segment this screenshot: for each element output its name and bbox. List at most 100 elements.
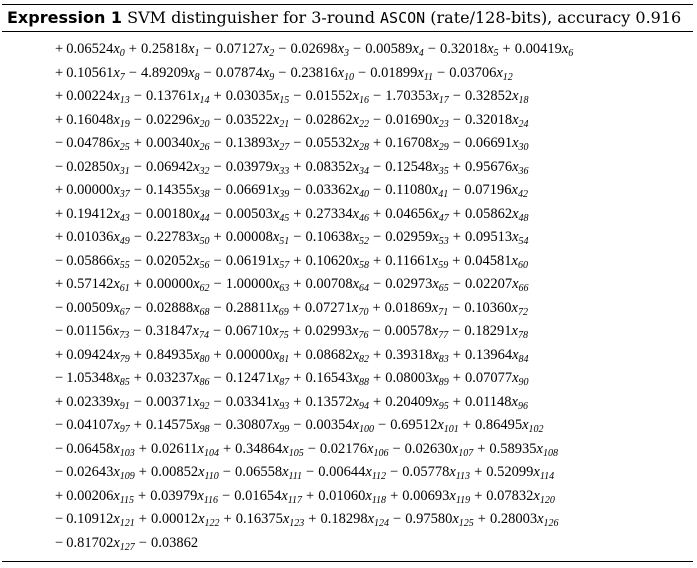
term-variable: x	[352, 205, 359, 222]
term-variable-index: 37	[119, 189, 130, 200]
term-variable: x	[197, 440, 204, 457]
term-variable-index: 55	[119, 259, 130, 271]
term-coefficient: 0.06458	[66, 440, 114, 457]
term-sign: −	[213, 370, 222, 386]
term-coefficient: 0.20409	[385, 393, 433, 410]
term-coefficient: 0.08003	[385, 370, 433, 386]
term-sign: −	[278, 41, 287, 57]
term-variable-index: 17	[438, 95, 449, 106]
term-variable-index: 0	[119, 48, 125, 59]
expression-line: −0.00509x67−0.02888x68−0.28811x69 +0.0727…	[55, 297, 697, 321]
term-variable: x	[431, 323, 439, 339]
term-variable: x	[193, 417, 200, 433]
term-variable: x	[561, 41, 569, 57]
term-coefficient: 0.10638	[305, 229, 353, 245]
term-coefficient: 0.02339	[66, 393, 114, 410]
term-variable: x	[337, 41, 344, 57]
expression-line: −0.10912x121 +0.00012x122 +0.16375x123 +0.1…	[55, 508, 697, 532]
term-variable: x	[113, 370, 120, 386]
term-coefficient: 0.02862	[305, 111, 353, 128]
term-sign: −	[133, 299, 142, 316]
term-variable-index: 38	[199, 189, 210, 200]
term-coefficient: 0.00509	[66, 299, 114, 316]
term-variable: x	[193, 299, 200, 316]
term-variable: x	[193, 88, 200, 104]
term-sign: +	[292, 299, 301, 316]
term-coefficient: 0.06524	[66, 41, 114, 57]
term-variable-index: 11	[423, 71, 434, 83]
term-variable-index: 72	[517, 306, 528, 318]
term-coefficient: 0.01690	[385, 111, 433, 128]
term-sign: +	[213, 88, 222, 104]
term-variable-index: 64	[359, 283, 369, 294]
term-variable: x	[337, 64, 344, 81]
term-coefficient: 0.13572	[305, 393, 353, 410]
term-variable-index: 48	[518, 212, 529, 224]
term-variable: x	[431, 252, 439, 269]
term-variable-index: 126	[543, 518, 559, 529]
term-variable-index: 74	[198, 330, 209, 341]
term-variable-index: 81	[279, 353, 290, 365]
term-sign: −	[293, 88, 302, 104]
term-variable-index: 34	[359, 165, 369, 177]
term-variable-index: 65	[438, 283, 449, 294]
term-coefficient: 0.00206	[66, 487, 114, 504]
term-variable-index: 92	[199, 400, 210, 412]
term-variable-index: 45	[279, 212, 290, 224]
term-coefficient: 0.08352	[305, 158, 353, 175]
term-sign: −	[353, 41, 362, 57]
expression-line: −0.01156x73−0.31847x74−0.06710x75 +0.0299…	[55, 320, 697, 344]
term-sign: −	[128, 64, 137, 81]
term-coefficient: 0.32018	[464, 111, 513, 128]
term-variable-index: 46	[359, 212, 369, 224]
term-variable: x	[281, 487, 288, 504]
term-coefficient: 0.07271	[304, 299, 353, 316]
term-coefficient: 0.95676	[464, 158, 513, 175]
term-variable-index: 89	[438, 377, 449, 388]
term-sign: +	[55, 346, 64, 363]
term-variable-index: 30	[518, 142, 529, 153]
term-sign: −	[452, 88, 461, 104]
term-sign: −	[278, 64, 287, 81]
term-coefficient: 0.06191	[225, 252, 273, 269]
term-variable-index: 25	[119, 142, 130, 153]
term-variable-index: 13	[119, 95, 130, 106]
term-sign: +	[213, 346, 222, 363]
term-variable-index: 79	[119, 353, 130, 365]
term-variable-index: 120	[539, 494, 555, 506]
term-variable: x	[352, 393, 359, 410]
term-coefficient: 0.34864	[235, 440, 283, 457]
term-variable-index: 114	[539, 471, 555, 482]
term-variable: x	[432, 135, 439, 151]
term-coefficient: 0.00419	[514, 41, 562, 57]
term-variable: x	[512, 370, 519, 386]
term-variable-index: 76	[358, 330, 369, 341]
term-variable: x	[193, 182, 200, 198]
expression-line: +0.10561x7−4.89209x8−0.07874x9−0.23816x1…	[55, 62, 697, 86]
term-variable: x	[352, 111, 359, 128]
term-coefficient: 0.06942	[145, 158, 194, 175]
term-variable-index: 112	[371, 471, 387, 482]
expression-line: −0.02850x31−0.06942x32−0.03979x33 +0.0835…	[55, 156, 697, 180]
term-variable: x	[432, 370, 439, 386]
term-variable: x	[113, 205, 120, 222]
expression-line: +0.19412x43−0.00180x44−0.00503x45 +0.2733…	[55, 203, 697, 227]
term-coefficient: 0.02993	[304, 323, 353, 339]
term-coefficient: 0.03341	[225, 393, 273, 410]
term-coefficient: 0.02643	[66, 464, 114, 480]
term-variable: x	[352, 182, 359, 198]
term-variable-index: 28	[359, 142, 369, 153]
term-variable: x	[431, 182, 439, 198]
term-coefficient: 0.00000	[66, 182, 114, 198]
term-variable-index: 78	[517, 330, 528, 341]
term-variable-index: 1	[194, 48, 200, 59]
term-sign: −	[203, 64, 212, 81]
term-sign: +	[293, 370, 302, 386]
term-coefficient: 0.16708	[385, 135, 433, 151]
term-variable: x	[452, 511, 459, 527]
term-coefficient: 0.11661	[385, 252, 432, 269]
term-variable: x	[282, 440, 289, 457]
term-coefficient: 0.16048	[66, 111, 114, 128]
term-variable-index: 106	[373, 447, 389, 459]
term-sign: −	[437, 64, 446, 81]
